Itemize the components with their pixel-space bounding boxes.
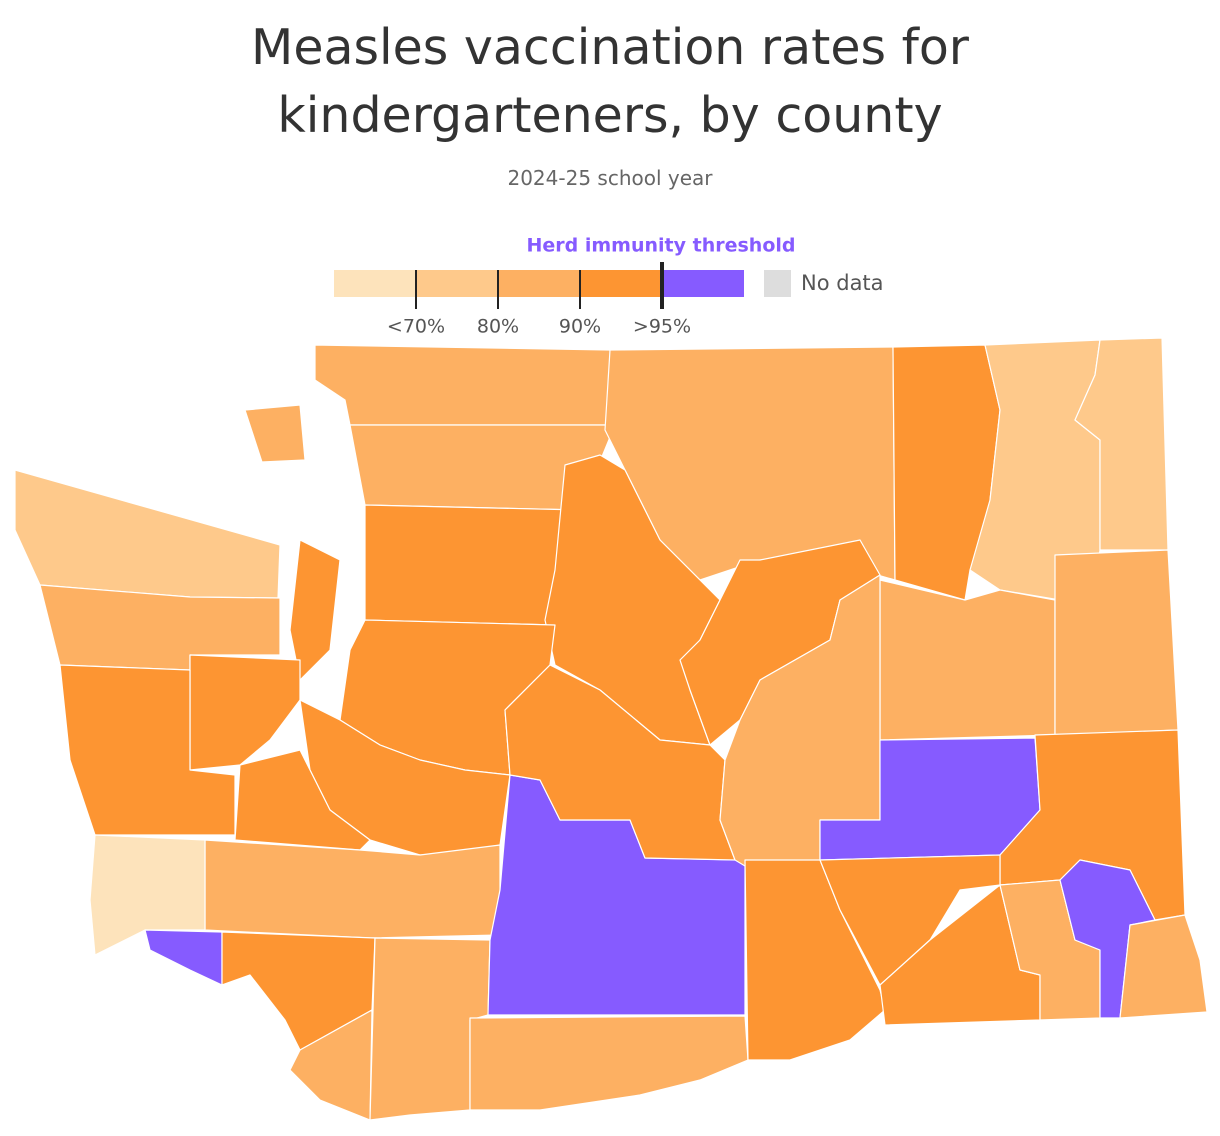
legend-swatch — [334, 270, 416, 297]
county — [189, 654, 301, 771]
county — [1054, 549, 1179, 736]
subtitle: 2024-25 school year — [507, 166, 713, 190]
title: Measles vaccination rates for kindergart… — [251, 19, 969, 144]
county — [314, 344, 616, 426]
legend-tick-label: 90% — [559, 316, 601, 338]
county — [879, 579, 1056, 741]
legend-tick-label: >95% — [633, 316, 691, 338]
counties — [14, 337, 1208, 1121]
county — [234, 749, 371, 851]
county — [289, 1009, 373, 1121]
county — [59, 664, 236, 836]
legend-swatch — [498, 270, 580, 297]
legend-tick-label: <70% — [387, 316, 445, 338]
county — [1074, 337, 1169, 551]
legend-swatch — [580, 270, 662, 297]
legend-swatch — [662, 270, 744, 297]
legend-swatch — [416, 270, 498, 297]
no-data-swatch — [764, 270, 791, 297]
county — [469, 1015, 749, 1111]
county — [1119, 914, 1208, 1019]
no-data-label: No data — [801, 271, 884, 295]
legend-tick-label: 80% — [477, 316, 519, 338]
legend-title: Herd immunity threshold — [527, 235, 796, 257]
county — [819, 854, 1001, 986]
county — [244, 404, 306, 463]
county — [289, 539, 341, 681]
legend: Herd immunity threshold No data <70% 80% 9… — [334, 235, 884, 338]
county — [204, 839, 501, 939]
county — [144, 929, 223, 986]
county — [14, 469, 281, 599]
